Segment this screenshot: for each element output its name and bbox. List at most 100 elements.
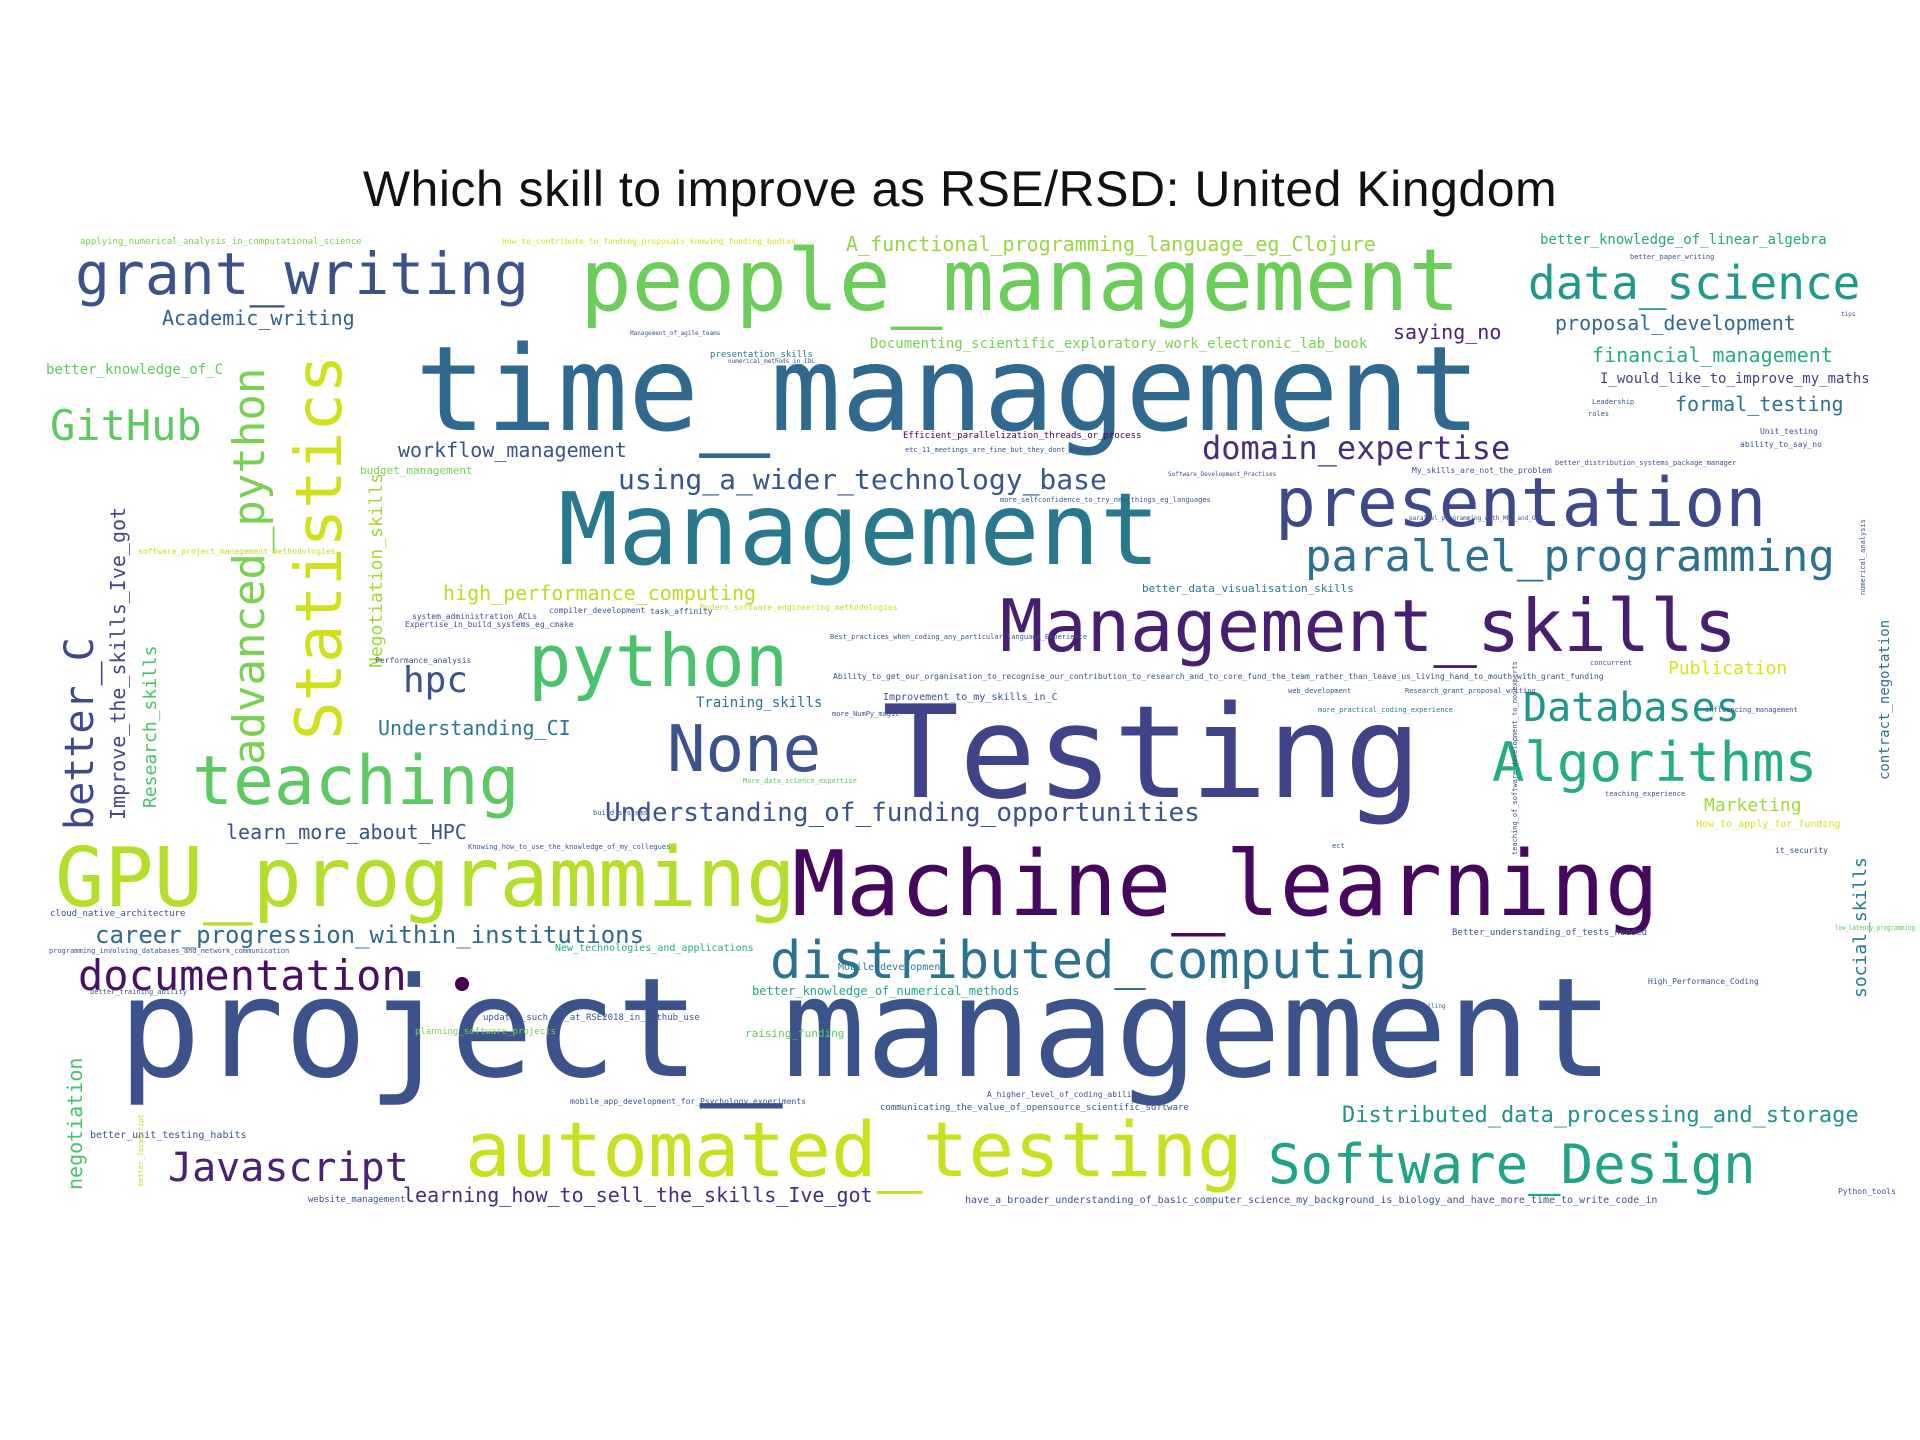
cloud-word: high_performance_computing [443, 581, 757, 605]
cloud-word: better_paper_writing [1630, 253, 1715, 261]
cloud-word: teaching [192, 742, 520, 821]
cloud-word: Python_tools [1838, 1187, 1896, 1196]
cloud-word: Javascript [168, 1145, 409, 1191]
cloud-word: A_higher_level_of_coding_ability [987, 1090, 1142, 1099]
cloud-word: project_management [118, 948, 1614, 1109]
cloud-word: Management_of_agile_teams [630, 330, 721, 337]
cloud-word: Testing [882, 679, 1422, 828]
cloud-word: raising_funding [745, 1027, 845, 1040]
cloud-word: How_to_apply_for_funding [1696, 819, 1841, 830]
cloud-word: Understanding_of_funding_opportunities [605, 798, 1200, 828]
cloud-word: saying_no [1393, 320, 1502, 344]
cloud-word: GPU_programming [55, 831, 796, 926]
cloud-word: system_administration_ACLs [412, 612, 538, 621]
cloud-word: Documenting_scientific_exploratory_work_… [870, 336, 1368, 352]
cloud-word: Software_Development_Practises [1168, 471, 1277, 478]
cloud-word: I_would_like_to_improve_my_maths [1600, 371, 1870, 387]
cloud-word: New_technologies_and_applications [555, 943, 754, 954]
cloud-word: Research_skills [140, 645, 161, 808]
cloud-word: communicating_the_value_of_opensource_sc… [880, 1103, 1189, 1113]
cloud-word: distributed_computing [770, 931, 1428, 991]
page-title: Which skill to improve as RSE/RSD: Unite… [362, 161, 1558, 217]
cloud-word: web_development [1288, 687, 1352, 695]
cloud-word: website_management [308, 1195, 406, 1205]
cloud-word: documentation [78, 951, 407, 1000]
cloud-word: presentation [1275, 464, 1767, 543]
cloud-word: better_knowledge_of_numerical_methods [752, 984, 1020, 998]
cloud-word: High_Performance_Coding [1648, 977, 1759, 986]
cloud-word: Performance_analysis [375, 656, 472, 665]
cloud-word: Software_Design [1268, 1133, 1756, 1196]
cloud-word: cloud_native_architecture [50, 909, 186, 919]
cloud-word: Efficient_parallelization_threads_or_pro… [903, 431, 1142, 441]
cloud-word: More_data_science_expertise [743, 777, 857, 785]
cloud-word: software_project_management_methodologie… [138, 547, 336, 556]
cloud-word: Algorithms [1492, 731, 1818, 794]
cloud-word: learn_more_about_HPC [226, 820, 467, 844]
cloud-word: parallel_programming_with_MPI_and_GPU [1409, 515, 1543, 522]
cloud-word: better_distribution_systems_package_mana… [1555, 459, 1737, 467]
cloud-word: How_to_contribute_to_funding_proposals_k… [502, 237, 796, 246]
cloud-word: Unit_testing [1760, 427, 1818, 436]
cloud-word: workflow_management [398, 438, 627, 462]
cloud-word: better_knowledge_of_linear_algebra [1540, 232, 1827, 248]
cloud-word: better_data_visualisation_skills [1142, 582, 1354, 595]
cloud-word: grant_writing [75, 240, 529, 308]
cloud-word: domain_expertise [1202, 429, 1511, 467]
cloud-word: data_modelling [1395, 1003, 1446, 1010]
cloud-word: more_practical_coding_experience [1318, 706, 1453, 714]
cloud-word: My_skills_are_not_the_problem [1412, 466, 1552, 475]
cloud-word: Management_skills [1000, 584, 1737, 668]
cloud-word: task_affinity [650, 607, 713, 616]
cloud-word: Improvement_to_my_skills_in_C [883, 692, 1058, 703]
cloud-word: build_systems [593, 809, 648, 817]
cloud-word: have_a_broader_understanding_of_basic_co… [965, 1195, 1658, 1206]
cloud-word: Understanding_CI [378, 716, 571, 740]
cloud-word: tips [1841, 311, 1856, 318]
cloud-word: better_JavaScript [137, 1114, 145, 1186]
cloud-word: Knowing_how_to_use_the_knowledge_of_my_c… [468, 843, 671, 851]
cloud-word: mobile_app_development_for_Psychology_ex… [570, 1097, 807, 1106]
cloud-word: ect [1332, 842, 1345, 850]
cloud-word: compiler_development [549, 606, 646, 615]
cloud-word: Ability_to_get_our_organisation_to_recog… [833, 672, 1604, 681]
cloud-word: presentation_skills [710, 350, 813, 360]
cloud-word: using_a_wider_technology_base [618, 463, 1107, 496]
cloud-word: career_progression_within_institutions [95, 921, 645, 949]
cloud-word: Expertise_in_build_systems_eg_cmake [405, 620, 574, 629]
cloud-word: roles [1588, 410, 1610, 418]
cloud-word: Improve_the_skills_Ive_got [106, 506, 130, 820]
cloud-word: contract_negotation [1877, 619, 1893, 780]
cloud-word: influencing_management [1705, 706, 1798, 714]
cloud-word: Machine_learning [792, 832, 1659, 937]
cloud-word: low_latency_programming [1835, 924, 1915, 932]
cloud-word: A_functional_programming_language_eg_Clo… [846, 232, 1376, 256]
cloud-word: more_selfconfidence_to_try_new_things_eg… [1000, 496, 1211, 504]
cloud-word: etc_11_meetings_are_fine_but_they_dont_s… [905, 446, 1091, 454]
cloud-word: numerical_methods_in_IDL [728, 358, 815, 365]
cloud-word: people_management [580, 231, 1461, 331]
cloud-word: numerical_analysis [1859, 519, 1867, 595]
cloud-word: applying_numerical_analysis_in_computati… [80, 237, 362, 247]
cloud-word: advanced_python [224, 367, 275, 765]
cloud-word: better_training_ability [90, 988, 187, 996]
cloud-word: python [528, 619, 789, 703]
cloud-word: Management [558, 471, 1161, 588]
cloud-word: Marketing [1704, 795, 1802, 816]
cloud-word: better_knowledge_of_C [46, 362, 224, 378]
cloud-word: ability_to_say_no [1740, 440, 1822, 449]
cloud-word: better_unit_testing_habits [90, 1130, 247, 1141]
cloud-word: formal_testing [1675, 392, 1844, 416]
cloud-word: programming_involving_databases_and_netw… [49, 947, 290, 955]
cloud-word: learning_how_to_sell_the_skills_Ive_got [403, 1183, 873, 1207]
cloud-word: teaching_of_software_development_to_none… [1511, 661, 1519, 855]
cloud-word: Research_grant_proposal_writing [1405, 687, 1536, 695]
cloud-dot [455, 977, 469, 991]
cloud-word: financial_management [1592, 343, 1833, 367]
cloud-word: more_NumPy_magic [832, 710, 900, 718]
cloud-word: data_science [1528, 256, 1861, 310]
cloud-word: Publication [1668, 658, 1788, 679]
cloud-word: hpc [403, 660, 469, 701]
cloud-word: negotiation [63, 1057, 87, 1190]
